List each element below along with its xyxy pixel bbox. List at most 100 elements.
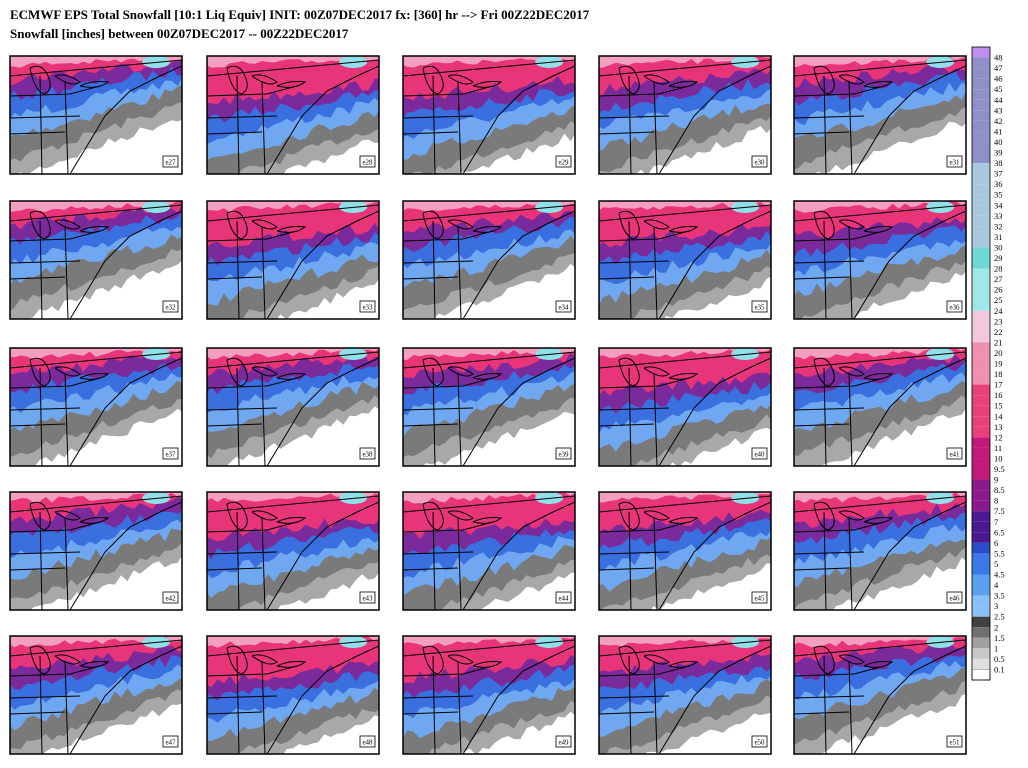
border-line xyxy=(794,711,850,715)
border-line xyxy=(79,661,110,668)
panel-frame xyxy=(598,347,772,467)
panel-label: e33 xyxy=(362,304,373,312)
colorbar-label: 46 xyxy=(994,74,1003,84)
border-line xyxy=(403,495,575,513)
border-line xyxy=(618,65,640,95)
colorbar-label: 25 xyxy=(994,295,1003,305)
snow-pink-light xyxy=(10,492,182,503)
border-line xyxy=(207,377,298,389)
border-line xyxy=(207,551,278,555)
border-line xyxy=(668,661,699,668)
panel-frame xyxy=(402,55,576,175)
panel-frame xyxy=(402,635,576,755)
label-box xyxy=(555,735,572,748)
border-line xyxy=(226,645,248,675)
panel-frame xyxy=(9,347,183,467)
label-box xyxy=(359,447,376,460)
border-line xyxy=(10,260,81,264)
border-line xyxy=(251,74,278,85)
border-line xyxy=(599,131,655,135)
colorbar-label: 19 xyxy=(994,359,1003,369)
border-line xyxy=(599,521,690,533)
snow-pink xyxy=(599,492,771,534)
border-line xyxy=(403,695,474,699)
colorbar-swatch xyxy=(972,374,990,385)
border-line xyxy=(10,495,182,513)
panel-frame xyxy=(793,55,967,175)
border-line xyxy=(422,65,444,95)
border-line xyxy=(64,80,69,174)
colorbar-label: 21 xyxy=(994,337,1003,347)
border-line xyxy=(658,65,771,174)
colorbar-swatch xyxy=(972,194,990,206)
map-panel xyxy=(207,201,379,319)
snow-pink xyxy=(207,492,379,542)
border-line xyxy=(457,660,462,754)
border-line xyxy=(79,517,110,524)
colorbar-label: 7 xyxy=(994,517,998,527)
panel-label: e49 xyxy=(558,739,569,747)
border-line xyxy=(599,639,771,657)
panel-label: e28 xyxy=(362,159,373,167)
panel-label: e27 xyxy=(165,159,176,167)
border-line xyxy=(457,516,462,610)
colorbar-swatch xyxy=(972,637,990,649)
colorbar-label: 16 xyxy=(994,390,1003,400)
snow-pink-light xyxy=(403,56,575,68)
colorbar-swatch xyxy=(972,236,990,248)
snow-pink-light xyxy=(403,201,575,212)
border-line xyxy=(658,210,771,319)
border-line xyxy=(599,204,771,222)
border-line xyxy=(403,377,494,389)
panel-label: e50 xyxy=(754,739,765,747)
colorbar-swatch xyxy=(972,648,990,659)
panel-frame xyxy=(402,491,576,611)
colorbar-label: 44 xyxy=(994,95,1003,105)
border-line xyxy=(457,80,462,174)
colorbar-frame xyxy=(971,46,991,681)
label-box xyxy=(946,447,963,460)
map-panel xyxy=(207,636,379,754)
border-line xyxy=(207,495,379,513)
colorbar-label: 2.5 xyxy=(994,612,1005,622)
panel-label: e46 xyxy=(949,595,960,603)
border-line xyxy=(10,567,66,571)
border-line xyxy=(403,230,494,242)
label-box xyxy=(555,300,572,313)
border-line xyxy=(457,372,462,466)
border-line xyxy=(207,204,379,222)
snow-pink-light xyxy=(403,348,575,360)
colorbar-swatch xyxy=(972,490,990,501)
border-line xyxy=(794,377,885,389)
label-box xyxy=(946,591,963,604)
colorbar-swatch xyxy=(972,300,990,311)
border-line xyxy=(653,372,658,466)
map-panel xyxy=(599,201,771,319)
colorbar-swatch xyxy=(972,89,990,100)
colorbar-swatch xyxy=(972,363,990,375)
panel-label: e42 xyxy=(165,595,176,603)
border-line xyxy=(10,204,182,222)
panel-label: e36 xyxy=(949,304,960,312)
panel-frame xyxy=(9,200,183,320)
panel-frame xyxy=(793,635,967,755)
border-line xyxy=(599,407,670,411)
snow-pink-light xyxy=(794,201,966,213)
colorbar-swatch xyxy=(972,205,990,216)
colorbar-swatch xyxy=(972,395,990,406)
snow-pink-light xyxy=(207,636,379,648)
panel-frame xyxy=(206,347,380,467)
border-line xyxy=(226,501,248,531)
border-line xyxy=(261,80,266,174)
label-box xyxy=(359,155,376,168)
border-line xyxy=(54,654,81,665)
colorbar-swatch xyxy=(972,68,990,79)
border-line xyxy=(10,276,66,280)
border-line xyxy=(266,645,379,754)
colorbar-label: 40 xyxy=(994,137,1003,147)
border-line xyxy=(643,219,670,230)
snow-pink-light xyxy=(403,636,575,648)
border-line xyxy=(10,351,182,369)
border-line xyxy=(403,407,474,411)
